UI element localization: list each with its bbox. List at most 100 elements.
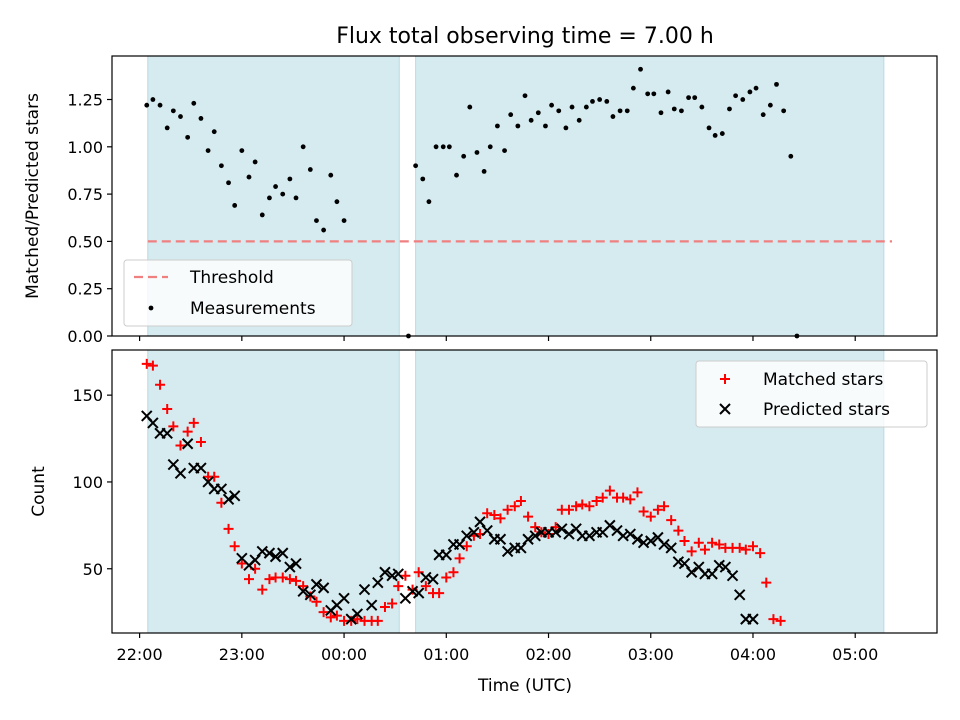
bottom-point-1-1 bbox=[147, 417, 159, 429]
top-axes-frame bbox=[111, 55, 938, 337]
bottom-point-1-8 bbox=[195, 462, 207, 474]
top-point-0-77 bbox=[727, 106, 732, 112]
top-point-0-4 bbox=[170, 108, 176, 114]
x-tick-label-7: 05:00 bbox=[832, 645, 878, 664]
bottom-point-0-36 bbox=[387, 598, 398, 609]
bottom-point-0-52 bbox=[495, 513, 506, 524]
top-observing-window-1 bbox=[415, 55, 885, 337]
top-point-0-51 bbox=[549, 102, 554, 108]
bottom-point-0-31 bbox=[352, 614, 363, 625]
bottom-point-0-63 bbox=[571, 501, 582, 512]
bottom-point-0-64 bbox=[577, 499, 588, 510]
bottom-point-0-87 bbox=[734, 542, 745, 553]
top-point-0-45 bbox=[508, 112, 514, 118]
bottom-point-0-73 bbox=[638, 506, 649, 517]
top-point-0-39 bbox=[467, 104, 473, 110]
bottom-point-0-18 bbox=[264, 574, 275, 585]
bottom-point-1-48 bbox=[468, 526, 480, 539]
bottom-point-0-1 bbox=[147, 360, 158, 371]
top-point-0-80 bbox=[747, 89, 753, 95]
top-point-0-72 bbox=[692, 95, 698, 101]
bottom-point-0-27 bbox=[325, 612, 336, 623]
bottom-point-1-57 bbox=[529, 530, 541, 542]
top-legend-box bbox=[123, 259, 353, 327]
top-point-0-0 bbox=[144, 102, 150, 108]
bottom-point-1-19 bbox=[269, 550, 282, 563]
top-point-0-50 bbox=[543, 123, 548, 129]
top-series-measurements bbox=[144, 66, 800, 339]
bottom-point-1-40 bbox=[412, 587, 425, 599]
bottom-point-0-26 bbox=[318, 607, 329, 618]
top-point-0-38 bbox=[461, 153, 467, 159]
x-tick-label-1: 23:00 bbox=[219, 645, 265, 664]
top-point-0-3 bbox=[164, 125, 170, 131]
top-point-0-73 bbox=[699, 104, 705, 110]
bottom-point-0-6 bbox=[182, 426, 193, 437]
bottom-point-0-59 bbox=[543, 529, 554, 540]
bottom-point-0-15 bbox=[243, 574, 254, 585]
top-point-0-81 bbox=[753, 85, 759, 91]
bottom-axes-frame bbox=[111, 349, 938, 634]
top-point-0-40 bbox=[474, 150, 480, 155]
bottom-point-0-53 bbox=[502, 504, 513, 515]
top-point-0-49 bbox=[535, 110, 541, 116]
bottom-point-1-11 bbox=[215, 483, 228, 495]
x-tick-label-4: 02:00 bbox=[525, 645, 571, 664]
legend-label-predicted-stars: Predicted stars bbox=[763, 400, 890, 420]
bottom-point-0-2 bbox=[155, 379, 166, 390]
bottom-point-1-86 bbox=[726, 569, 739, 582]
bottom-point-0-76 bbox=[659, 501, 670, 512]
top-point-0-84 bbox=[774, 81, 779, 87]
bottom-point-0-23 bbox=[298, 581, 309, 592]
bottom-point-0-56 bbox=[523, 511, 534, 522]
bottom-series-predicted-stars bbox=[141, 410, 759, 625]
bottom-y-tick-label-2: 150 bbox=[72, 386, 103, 405]
bottom-y-tick-label-1: 100 bbox=[72, 473, 103, 492]
bottom-point-0-43 bbox=[434, 588, 445, 599]
top-point-0-23 bbox=[300, 144, 306, 150]
top-point-0-37 bbox=[454, 172, 459, 178]
bottom-point-0-47 bbox=[461, 541, 472, 552]
bottom-point-0-45 bbox=[448, 567, 459, 578]
bottom-point-0-4 bbox=[168, 421, 179, 432]
top-point-0-54 bbox=[569, 104, 575, 110]
top-point-0-69 bbox=[671, 106, 677, 112]
bottom-point-0-10 bbox=[209, 471, 220, 482]
legend-measurements-label: Measurements bbox=[190, 299, 316, 319]
top-point-0-53 bbox=[563, 125, 569, 131]
bottom-point-1-77 bbox=[665, 542, 677, 554]
top-point-0-71 bbox=[686, 95, 691, 101]
x-tick-label-3: 01:00 bbox=[423, 645, 469, 664]
bottom-point-0-5 bbox=[175, 440, 186, 451]
top-point-0-18 bbox=[267, 195, 272, 201]
top-point-0-35 bbox=[440, 144, 446, 150]
top-point-0-75 bbox=[712, 133, 718, 138]
bottom-point-0-34 bbox=[372, 615, 383, 626]
bottom-point-1-33 bbox=[365, 599, 378, 611]
top-point-0-14 bbox=[239, 148, 245, 153]
bottom-point-0-57 bbox=[530, 522, 541, 533]
top-point-0-66 bbox=[651, 91, 657, 97]
top-point-0-8 bbox=[198, 116, 204, 121]
bottom-point-1-50 bbox=[481, 524, 493, 537]
bottom-point-0-62 bbox=[563, 504, 574, 515]
top-panel: 0.00 0.25 0.50 0.75 1.00 1.25 Matched/Predicte… bbox=[23, 55, 938, 346]
top-y-axis-label: Matched/Predicted stars bbox=[23, 93, 43, 299]
top-point-0-22 bbox=[293, 195, 299, 201]
bottom-point-1-26 bbox=[317, 582, 330, 594]
top-point-0-74 bbox=[706, 125, 712, 131]
bottom-point-1-34 bbox=[372, 576, 384, 589]
bottom-point-0-22 bbox=[291, 575, 302, 586]
bottom-panel: 50 100 150 22:00 23:00 00:00 01:00 02:00 03:00 04… bbox=[29, 349, 938, 664]
bottom-point-0-35 bbox=[379, 601, 390, 612]
top-point-0-65 bbox=[645, 91, 651, 97]
top-point-0-68 bbox=[665, 89, 671, 95]
legend-swatch-predicted-stars bbox=[719, 403, 731, 415]
bottom-point-1-13 bbox=[228, 490, 241, 502]
top-point-0-78 bbox=[733, 93, 739, 99]
bottom-point-0-92 bbox=[768, 614, 779, 625]
top-point-0-86 bbox=[788, 153, 794, 159]
top-point-0-15 bbox=[246, 174, 252, 180]
bottom-point-1-12 bbox=[222, 493, 235, 506]
